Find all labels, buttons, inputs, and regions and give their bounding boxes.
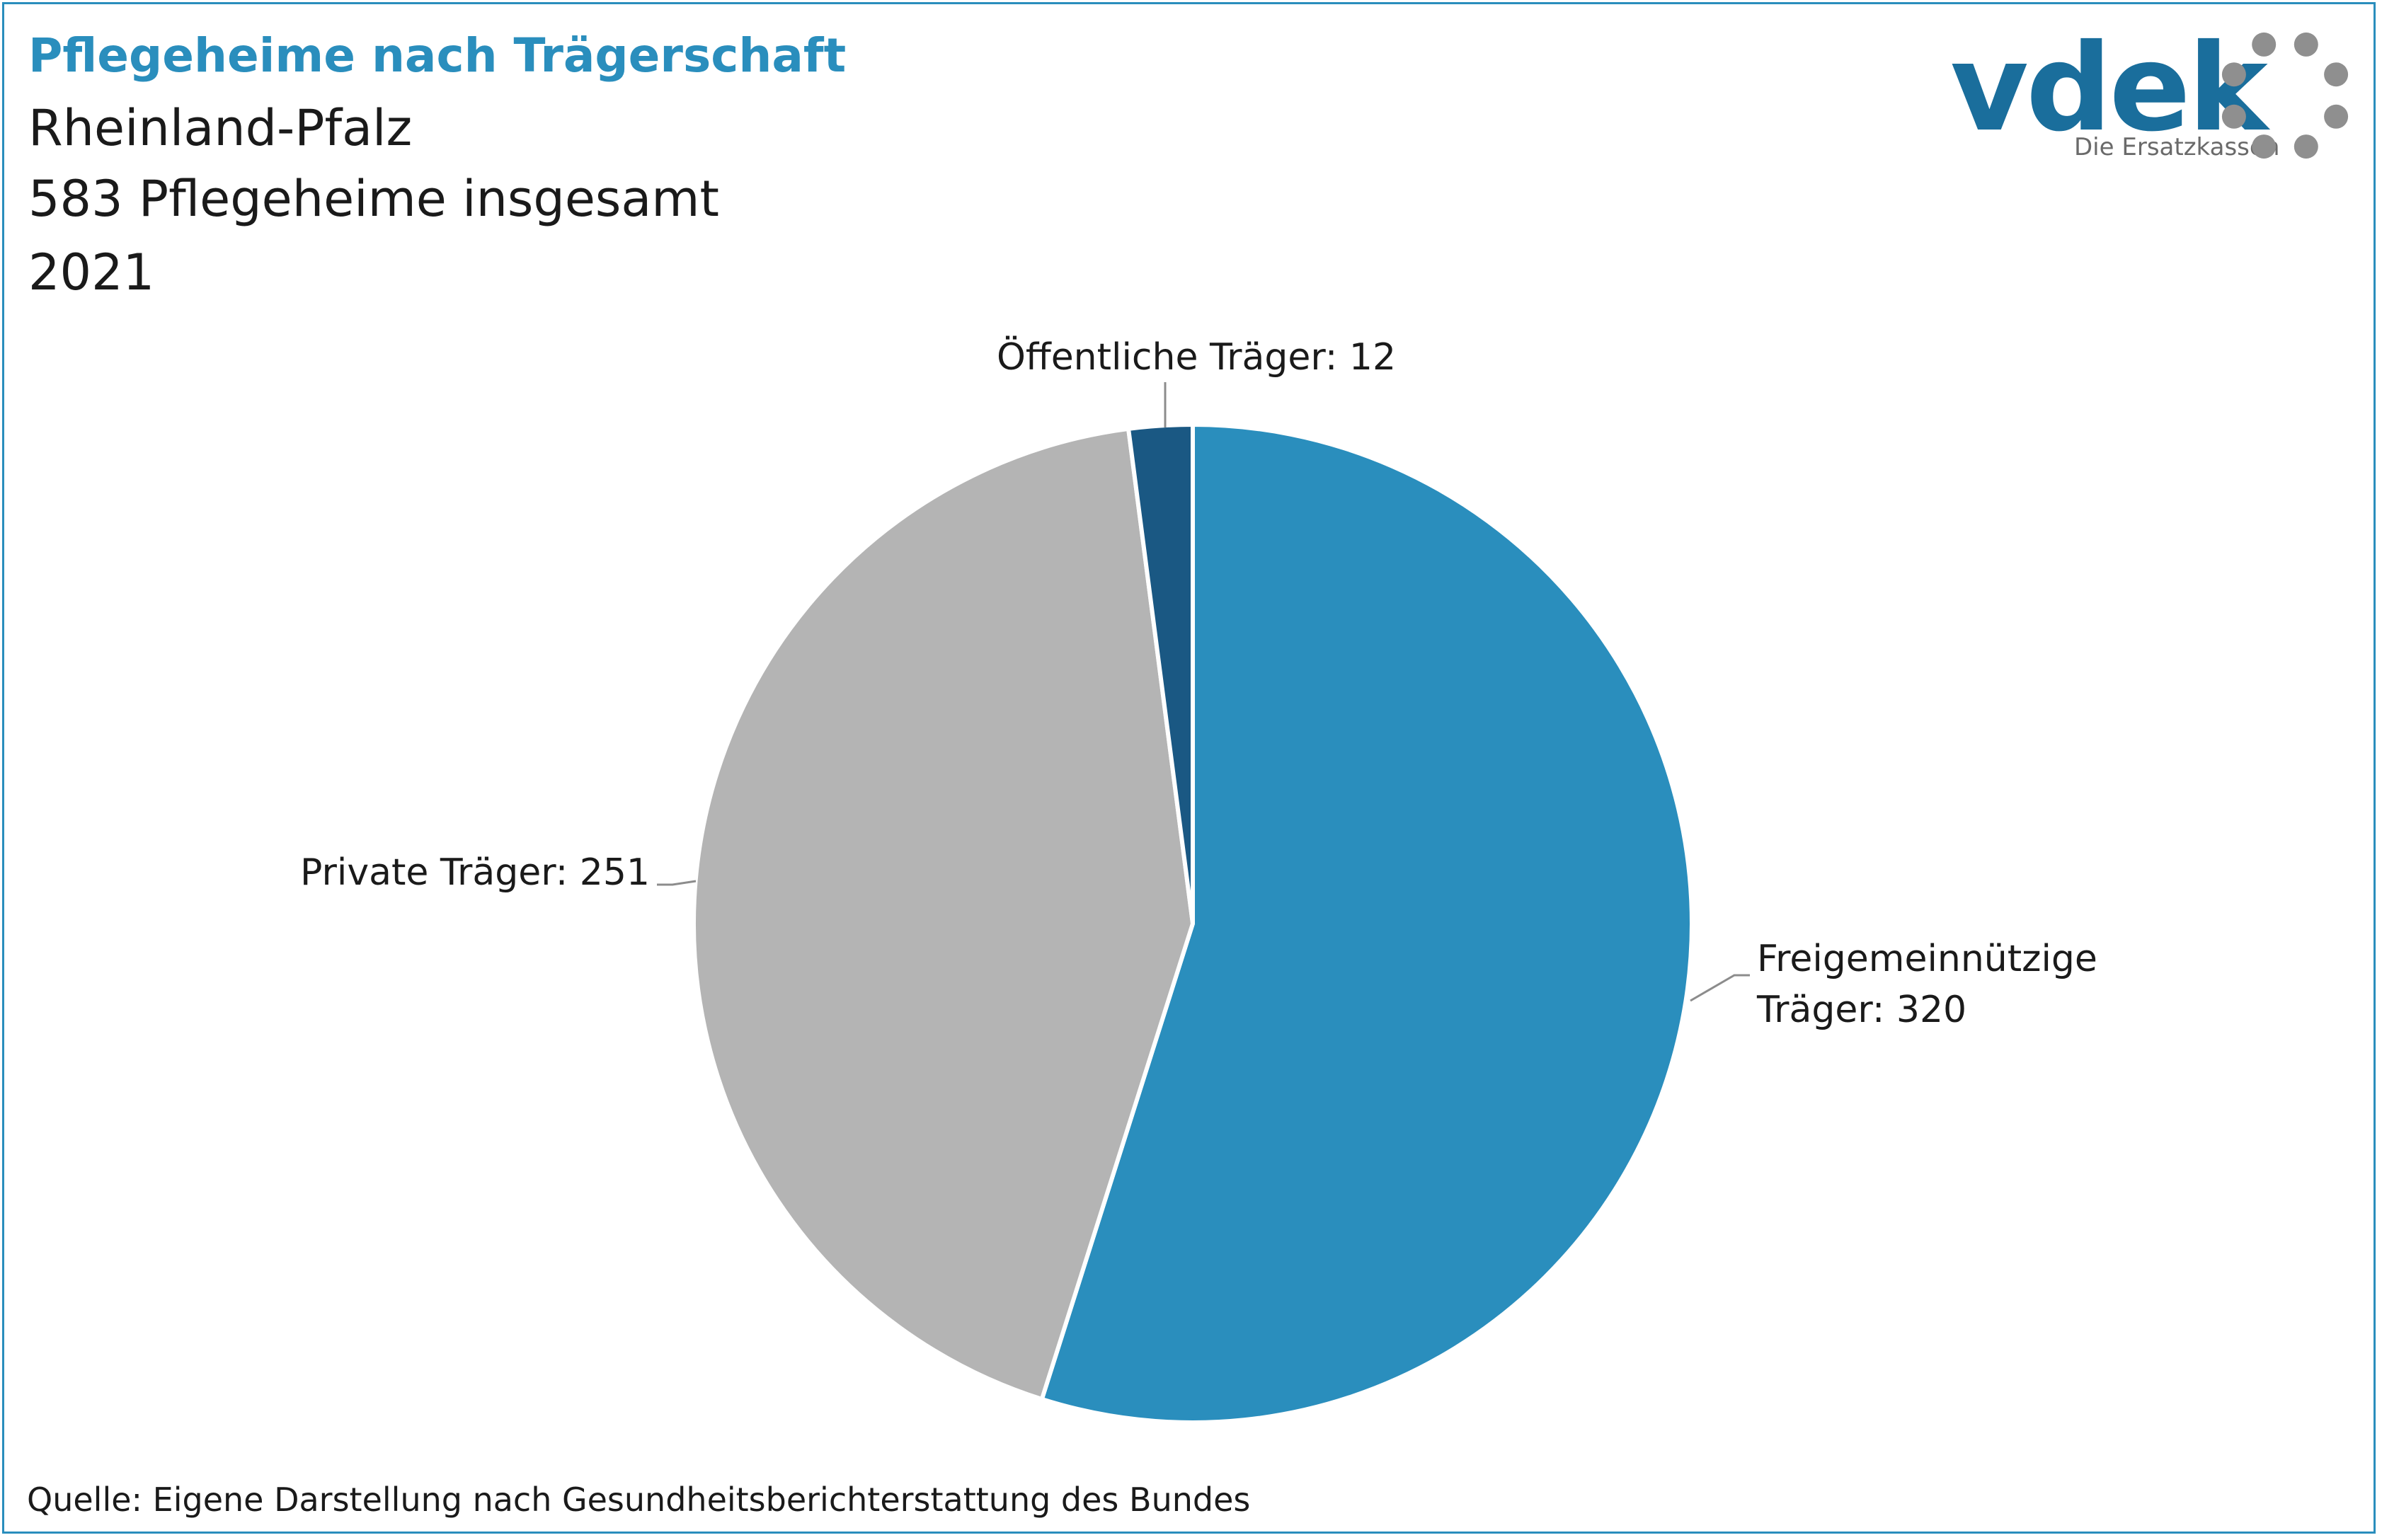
leader-line-freigemeinnuetzige-traeger [1690, 974, 1750, 1002]
pie-label-private-traeger: Private Träger: 251 [300, 851, 650, 894]
total-subtitle: 583 Pflegeheime insgesamt [28, 170, 719, 228]
year-subtitle: 2021 [28, 243, 155, 301]
logo-ring-segment [2324, 104, 2349, 129]
pie-slices [692, 423, 1695, 1425]
logo-ring-segment [2324, 62, 2349, 87]
logo-wordmark: vdek [1950, 18, 2268, 159]
pie-label-line: Träger: 320 [1756, 989, 1966, 1031]
logo-ring-segment [2294, 32, 2318, 57]
pie-slice-oeffentliche-traeger [1126, 423, 1195, 926]
pie-leader-lines [657, 382, 1750, 1002]
pie-label-freigemeinnuetzige-traeger: Freigemeinnützige Träger: 320 [1756, 938, 2097, 1031]
pie-label-line: Freigemeinnützige [1757, 938, 2097, 980]
logo-ring-segment [2252, 134, 2277, 159]
pie-slice-private-traeger [692, 426, 1195, 1401]
logo-ring-segment [2221, 62, 2246, 87]
pie-slice-freigemeinnuetzige-traeger [1039, 423, 1695, 1425]
chart-title: Pflegeheime nach Trägerschaft [28, 28, 847, 83]
logo-ring-segment [2221, 104, 2246, 129]
vdek-logo: vdek Die Ersatzkassen [1950, 21, 2361, 170]
leader-line-private-traeger [657, 880, 697, 886]
region-subtitle: Rheinland-Pfalz [28, 99, 413, 157]
pie-labels: Freigemeinnützige Träger: 320 Private Träg… [300, 335, 2097, 1031]
source-note: Quelle: Eigene Darstellung nach Gesundhe… [27, 1481, 1251, 1519]
logo-ring-icon [2221, 32, 2349, 159]
logo-tagline: Die Ersatzkassen [2074, 133, 2280, 161]
logo-ring-segment [2252, 32, 2277, 57]
pie-label-oeffentliche-traeger: Öffentliche Träger: 12 [997, 335, 1396, 379]
pie-label-line: Private Träger: 251 [300, 851, 650, 894]
logo-ring-segment [2294, 134, 2318, 159]
pie-label-line: Öffentliche Träger: 12 [997, 335, 1396, 379]
